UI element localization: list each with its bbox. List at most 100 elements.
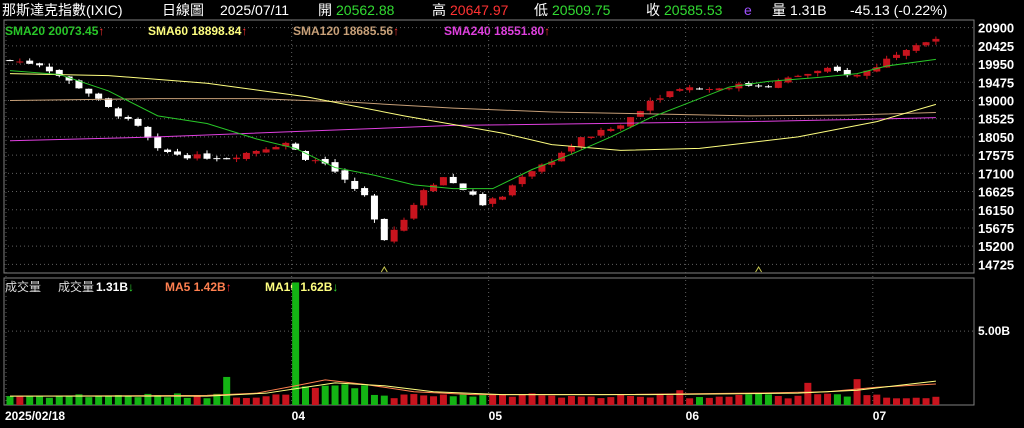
sma120-up-arrow-icon: ↑	[393, 24, 400, 38]
volume-bar	[420, 395, 428, 405]
candle-body	[262, 149, 270, 153]
volume-bar	[607, 397, 615, 405]
candle-body	[252, 150, 260, 154]
volume-bar	[893, 398, 900, 405]
volume-bar	[370, 394, 378, 405]
volume-bar	[390, 398, 398, 405]
high-label: 高	[432, 2, 446, 18]
sma240-up-arrow-icon: ↑	[544, 24, 551, 38]
volume-bar	[705, 397, 713, 405]
volume-bar	[400, 394, 408, 405]
candle-body	[321, 158, 329, 164]
candle-body	[912, 45, 920, 51]
low-value: 20509.75	[552, 2, 611, 18]
candle-body	[380, 218, 388, 241]
candle-body	[715, 88, 723, 91]
candle-body	[725, 88, 733, 90]
volume-down-arrow-icon: ↓	[128, 280, 135, 294]
candle-body	[242, 152, 250, 160]
volume-bar	[824, 393, 832, 405]
sma120-line	[9, 98, 936, 117]
volume-bar	[311, 387, 319, 405]
volume-bar	[36, 395, 44, 405]
volume-bar	[548, 395, 556, 405]
candle-body	[617, 125, 625, 129]
ma5-legend-text: MA5 1.42B	[165, 280, 226, 294]
volume-bar	[508, 396, 516, 405]
volume-bar	[883, 397, 891, 405]
open-label: 開	[318, 2, 332, 18]
volume-bar	[499, 394, 506, 405]
candle-body	[26, 60, 34, 64]
candle-body	[193, 154, 201, 159]
candle-body	[370, 195, 378, 220]
volume-bar	[380, 395, 388, 405]
volume-bar	[863, 395, 871, 405]
volume-bar	[223, 376, 231, 405]
candle-body	[479, 194, 487, 206]
price-tick-label: 19000	[978, 94, 1014, 109]
volume-bar	[577, 396, 585, 405]
volume-bar	[636, 396, 644, 405]
volume-value: 1.31B	[790, 2, 827, 18]
date-tick-label: 06	[686, 409, 700, 423]
volume-ma10-line	[10, 380, 936, 397]
candle-body	[223, 158, 231, 160]
volume-bar	[922, 398, 930, 405]
price-tick-label: 19950	[978, 57, 1014, 72]
date-tick-label: 05	[489, 409, 503, 423]
candle-body	[6, 60, 14, 62]
candle-body	[75, 80, 83, 89]
volume-bar	[439, 394, 447, 405]
volume-bar	[686, 398, 694, 405]
volume-bar	[282, 394, 290, 405]
candle-body	[676, 89, 684, 91]
candle-body	[420, 190, 428, 206]
candle-body	[144, 126, 152, 138]
volume-bar	[725, 396, 733, 405]
volume-bar	[262, 396, 270, 405]
candle-body	[893, 54, 900, 58]
volume-bar	[95, 396, 103, 405]
price-tick-label: 15675	[978, 221, 1014, 236]
candle-body	[863, 70, 871, 76]
volume-bar	[597, 398, 605, 405]
candle-body	[833, 66, 841, 71]
price-tick-label: 19475	[978, 75, 1014, 90]
volume-bar	[794, 395, 802, 405]
price-tick-label: 18050	[978, 130, 1014, 145]
volume-bar	[459, 394, 467, 405]
volume-bar	[75, 394, 83, 405]
candle-body	[410, 204, 418, 219]
volume-bar	[656, 394, 664, 405]
volume-bar	[449, 396, 457, 405]
volume-bar	[469, 396, 477, 405]
volume-bar	[518, 394, 526, 405]
price-tick-label: 14725	[978, 257, 1014, 272]
ma5-legend: MA5 1.42B↑	[165, 280, 232, 294]
volume-bar	[144, 393, 152, 405]
candle-body	[203, 153, 211, 159]
candle-body	[794, 75, 802, 77]
sma240-legend: SMA240 18551.80↑	[444, 24, 550, 38]
event-marker-icon	[380, 266, 388, 273]
volume-bar	[213, 393, 221, 405]
candle-body	[528, 171, 536, 177]
candle-body	[361, 188, 369, 196]
candle-body	[853, 74, 861, 77]
candle-body	[124, 116, 132, 119]
volume-bar	[833, 394, 841, 405]
candle-body	[154, 136, 162, 149]
candle-body	[36, 63, 44, 66]
volume-bar	[65, 396, 73, 405]
candle-body	[173, 151, 181, 155]
volume-bar	[764, 394, 772, 405]
price-tick-label: 20900	[978, 21, 1014, 36]
high-value: 20647.97	[450, 2, 509, 18]
sma60-up-arrow-icon: ↑	[241, 24, 248, 38]
sma20-line	[9, 58, 936, 190]
candle-body	[134, 119, 142, 126]
candle-body	[449, 176, 457, 184]
sma60-legend-text: SMA60 18898.84	[148, 24, 242, 38]
sma240-line	[9, 117, 936, 142]
